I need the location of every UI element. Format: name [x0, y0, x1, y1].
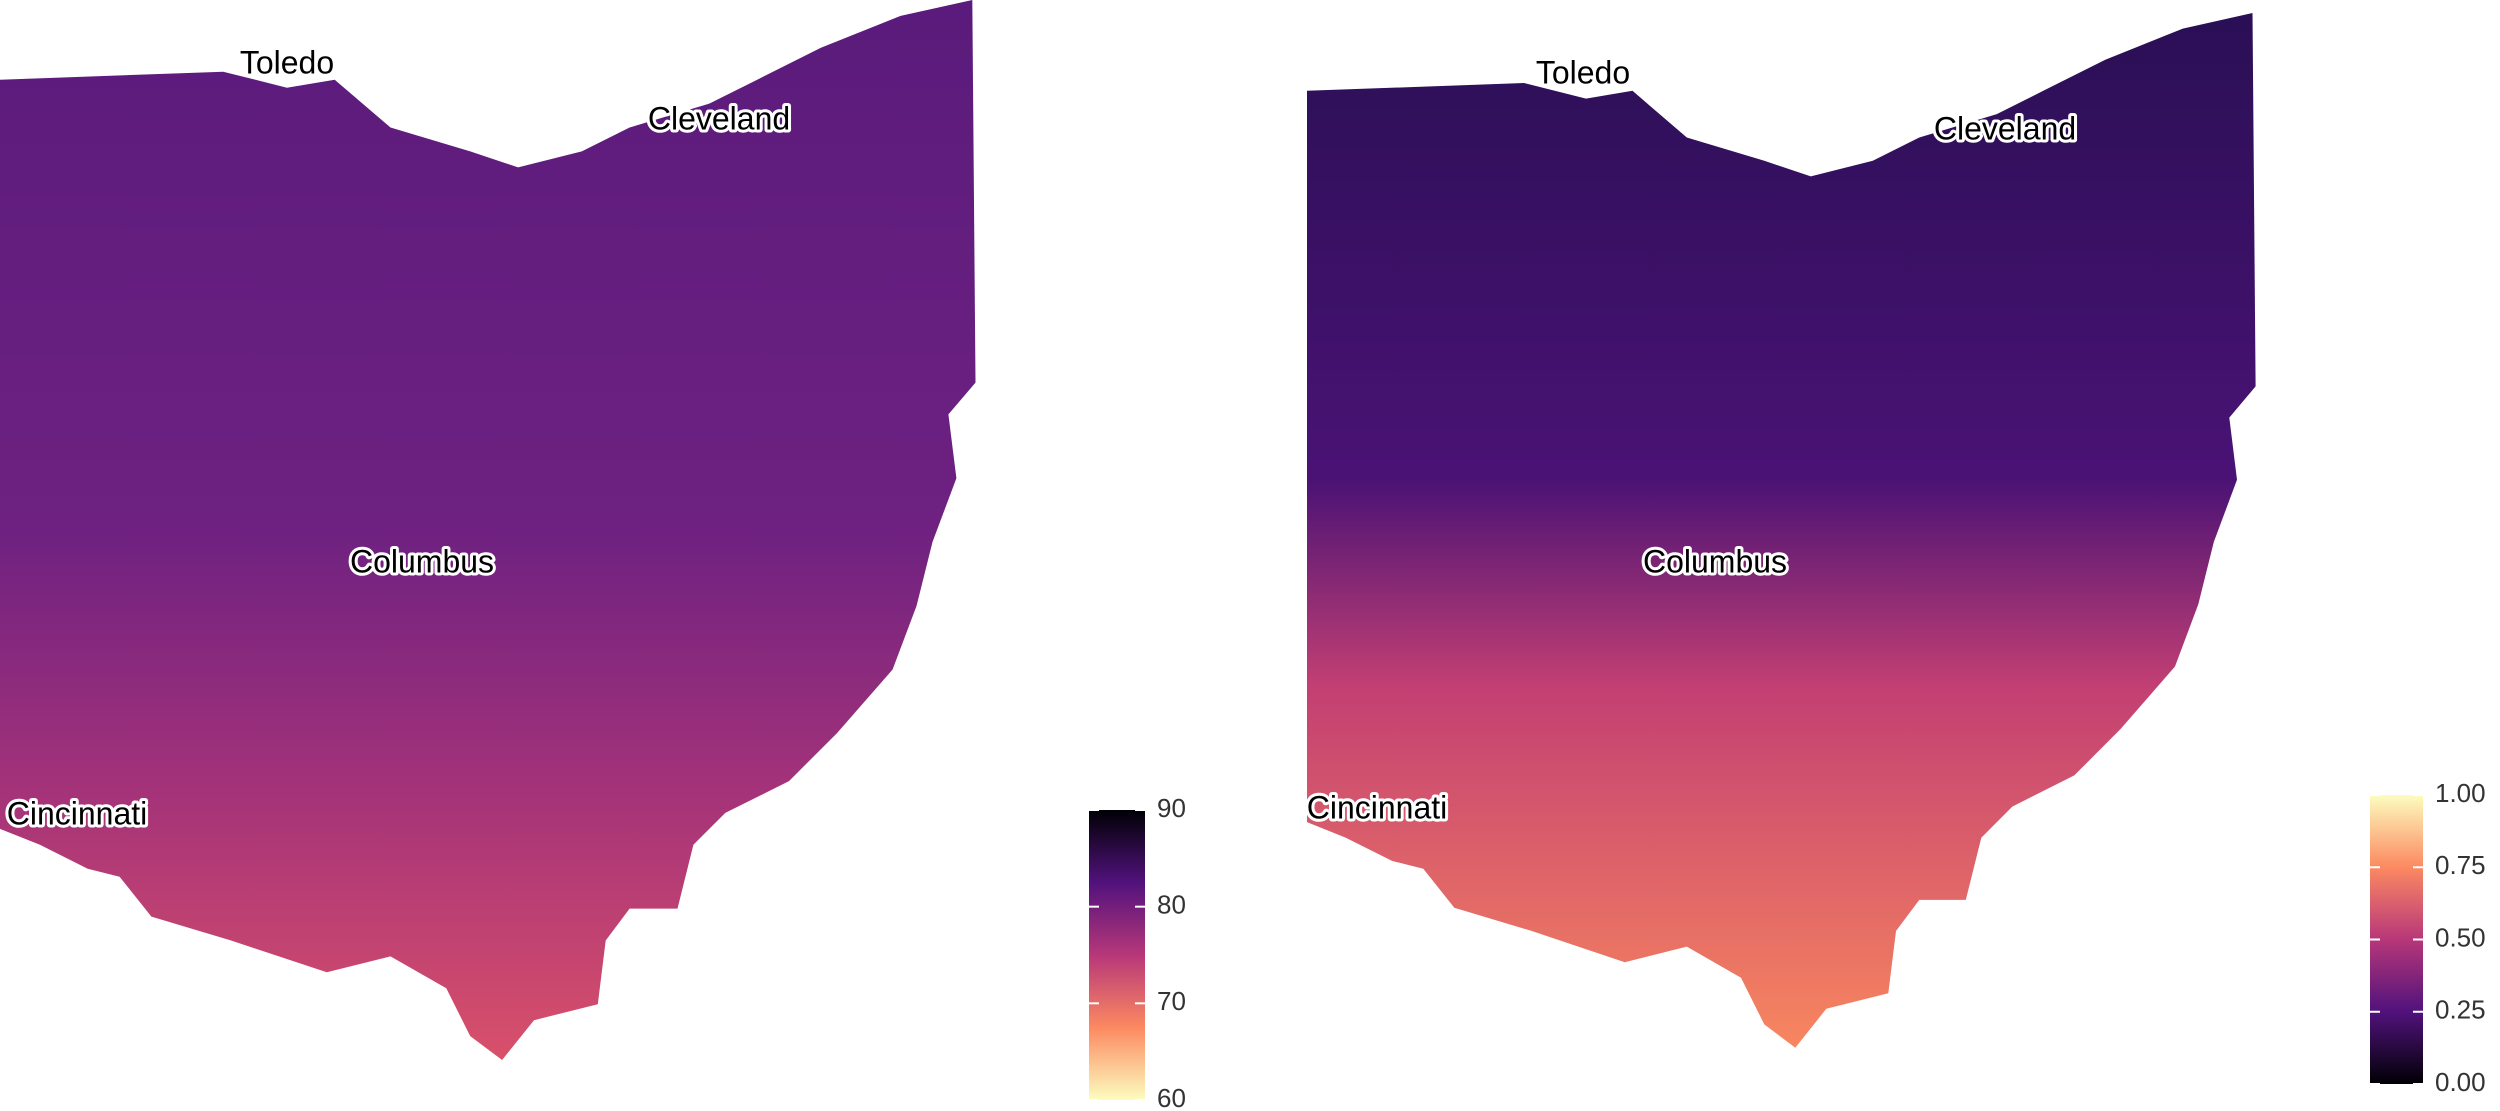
colorbar: [1089, 810, 1145, 1100]
colorbar-tick-label: 80: [1157, 890, 1186, 920]
colorbar-tick-label: 60: [1157, 1083, 1186, 1111]
city-label: Cincinnati: [1307, 789, 1448, 825]
colorbar-tick-label: 0.75: [2435, 850, 2486, 880]
colorbar-tick-label: 90: [1157, 793, 1186, 823]
state-shape: [0, 0, 976, 1060]
colorbar-tick-label: 0.00: [2435, 1067, 2486, 1097]
city-label: Toledo: [240, 44, 334, 80]
colorbar-tick-label: 0.25: [2435, 995, 2486, 1025]
city-label: Cincinnati: [7, 795, 148, 831]
city-label: Columbus: [1643, 543, 1787, 579]
city-label: Cleveland: [648, 100, 790, 136]
colorbar-tick-label: 0.50: [2435, 922, 2486, 952]
colorbar-tick-label: 1.00: [2435, 778, 2486, 808]
map-panel: Toledo Cleveland Columbus Cincinnati 60 70 80 9…: [0, 0, 1186, 1111]
state-shape: [1307, 13, 2256, 1048]
city-label: Cleveland: [1934, 110, 2076, 146]
map-panel: Toledo Cleveland Columbus Cincinnati 0.00 0.2…: [1304, 13, 2486, 1097]
city-label: Columbus: [350, 543, 494, 579]
city-label: Toledo: [1536, 54, 1630, 90]
colorbar-tick-label: 70: [1157, 986, 1186, 1016]
